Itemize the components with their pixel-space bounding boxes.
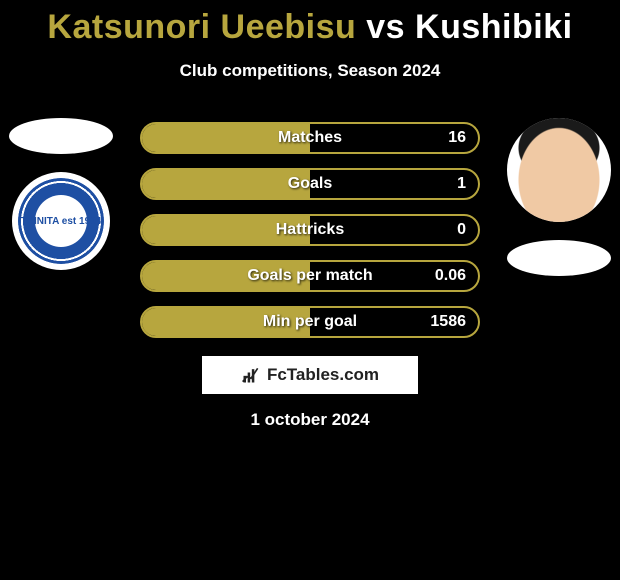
stat-row: Min per goal 1586 — [140, 306, 480, 338]
stat-row: Hattricks 0 — [140, 214, 480, 246]
stat-bar: Goals 1 — [140, 168, 480, 200]
player1-avatar — [9, 118, 113, 154]
player2-column — [504, 118, 614, 276]
subtitle: Club competitions, Season 2024 — [0, 61, 620, 81]
stat-label: Goals per match — [247, 267, 372, 285]
player1-club-badge: TRINITA est 1994 — [12, 172, 110, 270]
stat-row: Matches 16 — [140, 122, 480, 154]
player1-column: TRINITA est 1994 — [6, 118, 116, 270]
stat-label: Min per goal — [263, 313, 357, 331]
watermark: FcTables.com — [202, 356, 418, 394]
stat-bar: Goals per match 0.06 — [140, 260, 480, 292]
chart-icon — [241, 365, 261, 385]
stat-label: Matches — [278, 129, 342, 147]
watermark-text: FcTables.com — [267, 365, 379, 385]
stat-value-right: 0 — [457, 221, 466, 239]
player2-club-badge — [507, 240, 611, 276]
title-vs: vs — [366, 8, 405, 46]
date-text: 1 october 2024 — [0, 410, 620, 430]
stat-bar: Min per goal 1586 — [140, 306, 480, 338]
title-player1: Katsunori Ueebisu — [47, 8, 356, 46]
stat-row: Goals per match 0.06 — [140, 260, 480, 292]
comparison-bars: Matches 16 Goals 1 Hattricks 0 Goals per match… — [140, 122, 480, 352]
stat-bar-fill-left — [142, 170, 310, 198]
stat-bar: Matches 16 — [140, 122, 480, 154]
stat-value-right: 16 — [448, 129, 466, 147]
stat-bar: Hattricks 0 — [140, 214, 480, 246]
stat-value-right: 1586 — [430, 313, 466, 331]
stat-label: Hattricks — [276, 221, 344, 239]
stat-label: Goals — [288, 175, 332, 193]
title-player2: Kushibiki — [415, 8, 573, 46]
face-icon — [507, 118, 611, 222]
page-title: Katsunori Ueebisu vs Kushibiki — [0, 0, 620, 47]
stat-value-right: 1 — [457, 175, 466, 193]
player1-club-text: TRINITA est 1994 — [21, 216, 102, 227]
player2-avatar — [507, 118, 611, 222]
stat-value-right: 0.06 — [435, 267, 466, 285]
stat-row: Goals 1 — [140, 168, 480, 200]
